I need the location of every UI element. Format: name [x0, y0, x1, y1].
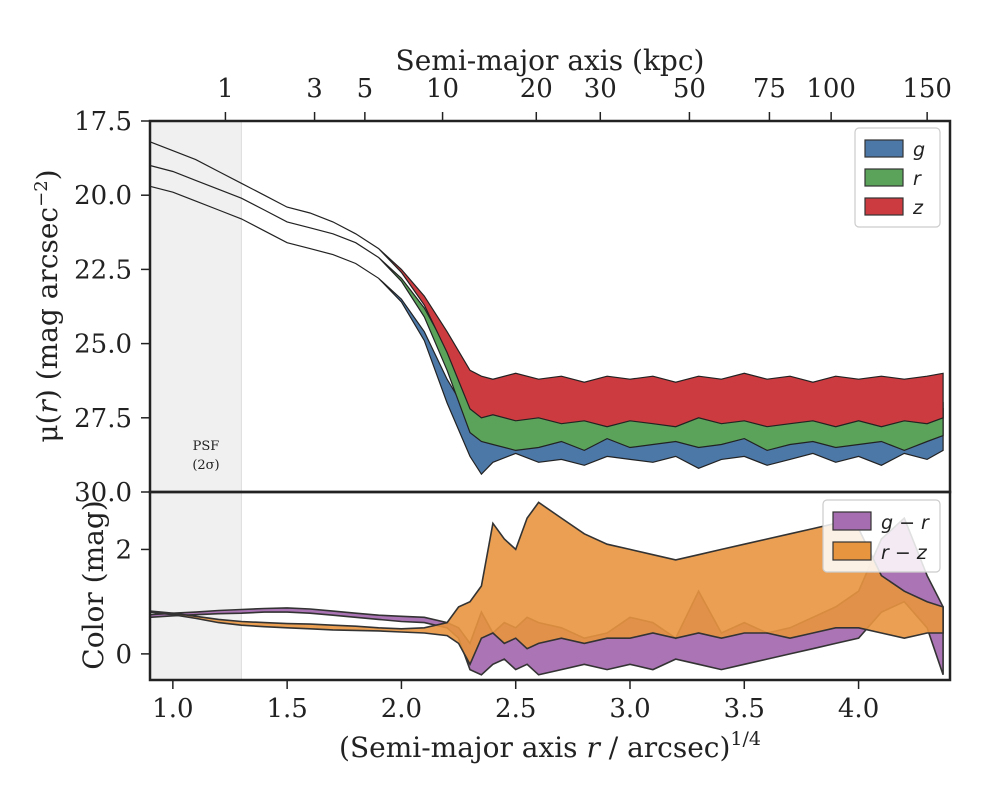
legend-label-g: g: [913, 139, 925, 161]
bottom-y-axis: 02: [115, 535, 150, 670]
top-ytick-label-0: 17.5: [74, 107, 132, 137]
top-tick-label-4: 20: [520, 74, 553, 104]
color-bands: [150, 501, 944, 676]
bottom-ytick-label-0: 0: [115, 640, 132, 670]
bottom-y-axis-title: Color (mag): [77, 500, 110, 669]
top-tick-label-7: 75: [753, 74, 786, 104]
top-kpc-axis: 1 3 5 10 20 30 50 75 100 150: [217, 74, 952, 121]
bottom-xtick-label-5: 3.5: [724, 694, 765, 724]
bottom-ytick-label-1: 2: [115, 535, 132, 565]
top-ytick-label-1: 20.0: [74, 181, 132, 211]
legend-swatch-r−z: [832, 541, 872, 561]
top-ytick-label-2: 22.5: [74, 255, 132, 285]
psf-sigma-label: (2σ): [192, 458, 219, 473]
legend-label-r−z: r − z: [881, 542, 928, 564]
top-axis-title: Semi-major axis (kpc): [396, 44, 705, 77]
legend-label-z: z: [912, 197, 924, 219]
top-y-axis-title: μ(r) (mag arcsec−2): [31, 169, 64, 442]
top-ytick-label-4: 27.5: [74, 404, 132, 434]
legend-label-g−r: g − r: [881, 512, 930, 534]
top-tick-label-6: 50: [673, 74, 706, 104]
top-tick-label-5: 30: [584, 74, 617, 104]
legend-swatch-r: [864, 168, 904, 187]
surface-brightness-bands: [149, 141, 944, 476]
psf-label: PSF: [193, 439, 220, 454]
band-z: [149, 141, 944, 428]
top-y-axis: 17.5 20.0 22.5 25.0 27.5 30.0: [74, 107, 150, 508]
psf-region-top: [150, 121, 242, 492]
bottom-xtick-label-6: 4.0: [838, 694, 879, 724]
top-ytick-label-3: 25.0: [74, 330, 132, 360]
bottom-xtick-label-1: 1.5: [266, 694, 307, 724]
bottom-xtick-label-4: 3.0: [609, 694, 650, 724]
bottom-panel-frame: [148, 490, 952, 682]
legend-label-r: r: [913, 168, 922, 190]
bottom-xtick-label-0: 1.0: [152, 694, 193, 724]
top-tick-label-1: 3: [306, 74, 323, 104]
top-tick-label-0: 1: [217, 74, 234, 104]
top-tick-label-3: 10: [426, 74, 459, 104]
top-legend: grz: [854, 127, 941, 228]
bottom-xtick-label-3: 2.5: [495, 694, 536, 724]
psf-region-bottom: [150, 492, 242, 680]
bottom-xtick-label-2: 2.0: [381, 694, 422, 724]
bottom-x-axis: 1.0 1.5 2.0 2.5 3.0 3.5 4.0: [152, 680, 879, 724]
legend-swatch-g−r: [832, 511, 872, 531]
bottom-x-axis-title: (Semi-major axis r / arcsec)1/4: [339, 728, 761, 764]
top-tick-label-9: 150: [902, 74, 952, 104]
legend-swatch-z: [864, 197, 904, 216]
top-tick-label-2: 5: [357, 74, 374, 104]
bottom-legend: g − r r − z: [822, 499, 941, 573]
top-ytick-label-5: 30.0: [74, 478, 132, 508]
band-r−z: [150, 501, 944, 667]
legend-swatch-g: [864, 139, 904, 158]
top-tick-label-8: 100: [806, 74, 856, 104]
